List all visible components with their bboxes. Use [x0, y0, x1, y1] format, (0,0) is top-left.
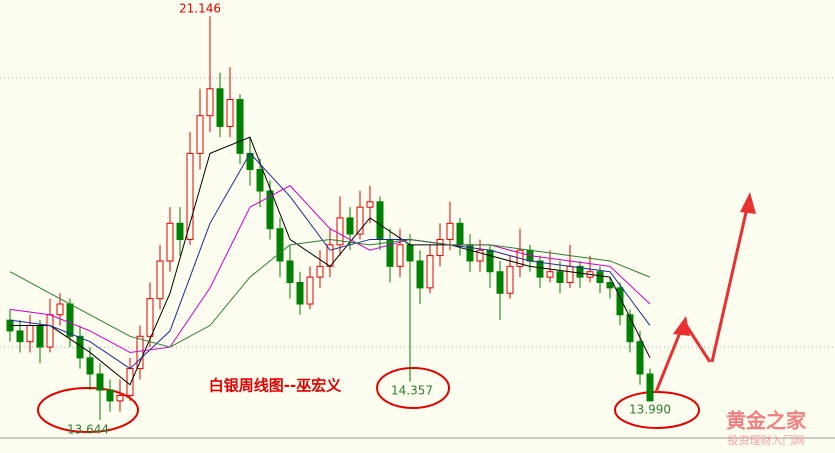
- candle-body: [476, 249, 484, 262]
- candle-body: [296, 281, 304, 305]
- moving-average-line: [9, 185, 651, 353]
- candle-body: [26, 325, 34, 343]
- candle-body: [136, 335, 144, 370]
- candle-body: [186, 152, 194, 240]
- candle-body: [196, 115, 204, 154]
- candle-body: [406, 244, 414, 262]
- candle-body: [376, 201, 384, 240]
- moving-average-line: [10, 136, 651, 386]
- ellipse: [376, 367, 450, 409]
- candle-body: [206, 88, 214, 117]
- candle-body: [456, 222, 464, 246]
- candle-body: [386, 238, 394, 267]
- candle-body: [126, 368, 134, 396]
- candle-body: [286, 260, 294, 283]
- candle-body: [636, 341, 644, 375]
- candle-body: [606, 281, 614, 289]
- candle-body: [236, 99, 244, 154]
- candle-body: [486, 249, 494, 273]
- candle-body: [116, 394, 124, 402]
- candle-body: [176, 222, 184, 240]
- candle-body: [436, 238, 444, 257]
- chart-title: 白银周线图--巫宏义: [209, 377, 341, 395]
- candle-body: [226, 99, 234, 127]
- candle-body: [596, 271, 604, 283]
- candle-body: [556, 271, 564, 283]
- candle-body: [266, 190, 274, 230]
- moving-average-line: [9, 238, 651, 348]
- candle-body: [316, 265, 324, 278]
- candle-body: [616, 287, 624, 316]
- candle-body: [66, 303, 74, 337]
- arrow: [710, 207, 749, 363]
- candle-body: [96, 373, 104, 391]
- ellipses: [37, 367, 700, 433]
- candle-body: [426, 255, 434, 289]
- candle-body: [86, 357, 94, 375]
- candle-body: [36, 325, 44, 348]
- moving-average-line: [9, 152, 651, 370]
- candle-body: [366, 201, 374, 208]
- candle-body: [626, 314, 634, 343]
- arrow-head: [673, 316, 690, 336]
- ellipse: [37, 387, 139, 433]
- candle-body: [166, 222, 174, 262]
- forecast-arrows: [654, 192, 756, 393]
- candle-body: [146, 298, 154, 337]
- arrow-head: [740, 192, 756, 214]
- candle-body: [276, 228, 284, 262]
- candle-body: [446, 222, 454, 240]
- candle-body: [536, 260, 544, 278]
- candle-body: [46, 314, 54, 348]
- candle-body: [156, 260, 164, 300]
- candle-body: [346, 217, 354, 235]
- candle-body: [336, 217, 344, 246]
- candle-body: [306, 276, 314, 305]
- arrow: [684, 324, 712, 363]
- candle-body: [256, 168, 264, 192]
- candle-body: [506, 265, 514, 294]
- candle-body: [76, 335, 84, 359]
- watermark: 投资理财入门网: [728, 433, 805, 447]
- price-annotation: 14.357: [391, 384, 433, 398]
- candle-body: [16, 330, 24, 343]
- candle-body: [496, 271, 504, 294]
- price-annotation: 21.146: [179, 2, 221, 16]
- watermark: 黄金之家: [726, 409, 807, 433]
- candle-body: [216, 88, 224, 127]
- candle-body: [576, 265, 584, 278]
- candle-body: [106, 389, 114, 402]
- candle-body: [416, 260, 424, 289]
- arrow: [654, 329, 683, 393]
- candle-body: [646, 373, 654, 402]
- price-annotation: 13.644: [67, 423, 109, 437]
- candle-body: [546, 271, 554, 278]
- candle-body: [56, 303, 64, 316]
- candle-body: [566, 265, 574, 283]
- candle-body: [396, 244, 404, 267]
- candle-body: [356, 206, 364, 235]
- price-annotation: 13.990: [629, 403, 671, 417]
